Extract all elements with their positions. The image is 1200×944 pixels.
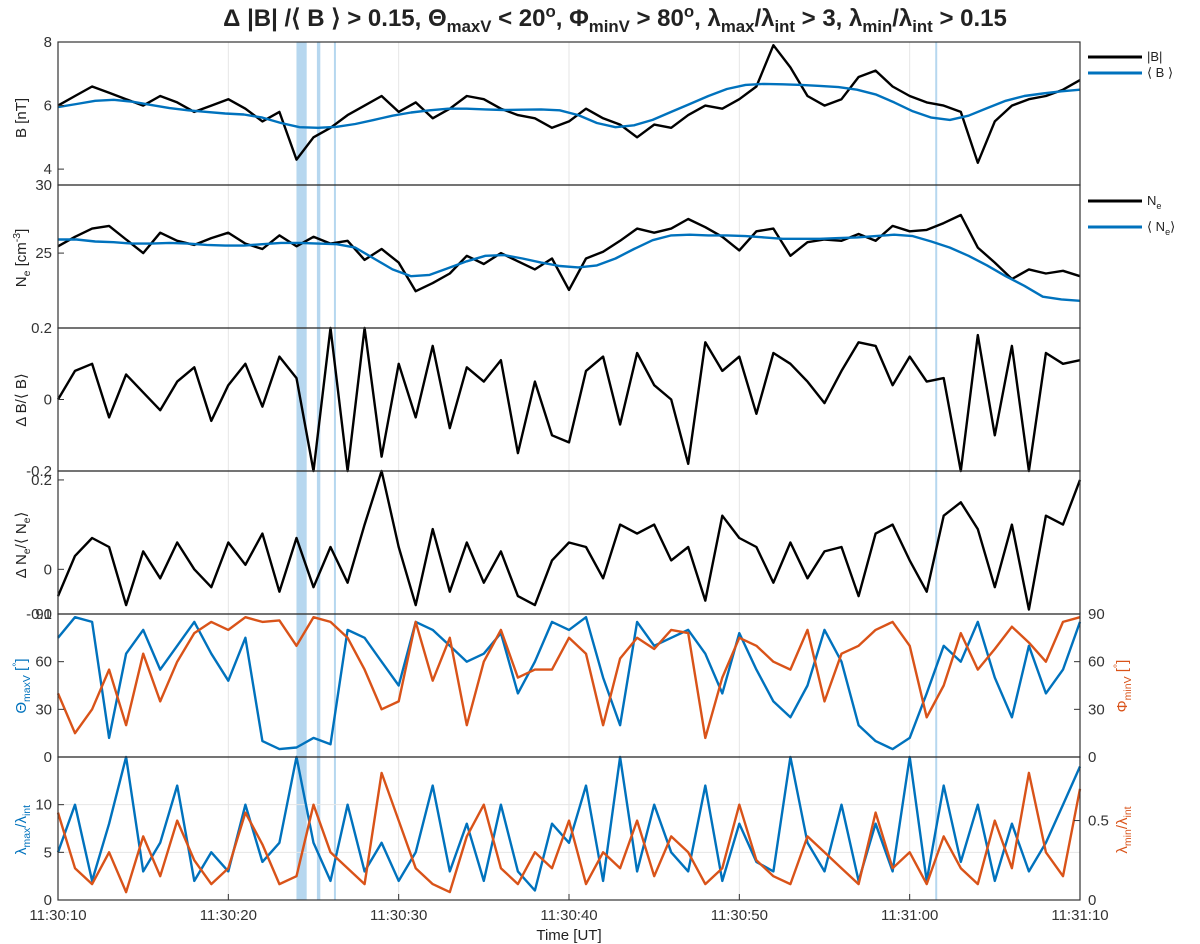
ylabel-ne: Ne [cm-3] xyxy=(11,229,33,288)
ylabel-phi: ΦminV [°] xyxy=(1112,660,1134,713)
y-tick-label: 90 xyxy=(1088,606,1105,623)
y-tick-label: 0 xyxy=(1088,892,1096,909)
y-tick-label: 25 xyxy=(35,245,52,262)
figure-title: Δ |B| /⟨ B ⟩ > 0.15, ΘmaxV < 20o, ΦminV … xyxy=(223,2,1007,36)
legend-label-mean-b: ⟨ B ⟩ xyxy=(1147,65,1173,80)
series-line--minv xyxy=(56,616,1081,740)
y-tick-label: 5 xyxy=(44,844,52,861)
legend-label-mean-ne: ⟨ Ne⟩ xyxy=(1147,219,1175,237)
x-tick-label: 11:31:10 xyxy=(1051,907,1108,924)
series-line--maxv xyxy=(57,616,1082,751)
x-tick-label: 11:30:50 xyxy=(711,907,768,924)
y-tick-label: 0.2 xyxy=(31,472,52,489)
y-tick-label: 8 xyxy=(44,34,52,51)
series-line--b-b- xyxy=(56,326,1081,473)
y-tick-label: 30 xyxy=(1088,701,1105,718)
y-tick-label: 0 xyxy=(1088,749,1096,766)
series-line-n-e xyxy=(57,213,1081,293)
y-tick-label: 0 xyxy=(44,749,52,766)
series-line--n-e- xyxy=(58,233,1081,302)
legend-ne: Ne ⟨ Ne⟩ xyxy=(1088,193,1175,237)
x-tick-label: 11:31:00 xyxy=(881,907,938,924)
y-tick-label: 0 xyxy=(44,392,52,409)
ylabel-b: B [nT] xyxy=(13,98,30,138)
y-tick-label: 4 xyxy=(44,161,52,178)
ylabel-dne: Δ Ne/⟨ Ne⟩ xyxy=(13,512,33,579)
y-tick-label: 0 xyxy=(44,561,52,578)
ylabel-db: Δ B/⟨ B⟩ xyxy=(13,373,30,426)
legend-label-abs-b: |B| xyxy=(1147,49,1162,64)
ylabel-theta: ΘmaxV [°] xyxy=(11,658,33,713)
y-tick-label: 60 xyxy=(1088,654,1105,671)
y-tick-label: -0.1 xyxy=(26,606,52,623)
series-line--b- xyxy=(57,82,1081,130)
legend-label-ne: Ne xyxy=(1147,193,1161,211)
y-tick-label: -0.2 xyxy=(26,463,52,480)
y-tick-label: 30 xyxy=(35,701,52,718)
y-tick-label: 10 xyxy=(35,797,52,814)
series-line--b- xyxy=(57,44,1081,165)
plot-area: 86430250.20-0.20.20-0.103060900306090051… xyxy=(26,34,1109,924)
x-tick-label: 11:30:10 xyxy=(29,907,86,924)
y-tick-label: 6 xyxy=(44,98,52,115)
x-tick-label: 11:30:40 xyxy=(540,907,597,924)
y-tick-label: 30 xyxy=(35,177,52,194)
y-tick-label: 0 xyxy=(44,892,52,909)
ylabel-lammax: λmax/λint xyxy=(13,805,33,855)
xlabel: Time [UT] xyxy=(536,927,601,944)
series-line--ne-ne- xyxy=(56,469,1082,611)
x-tick-label: 11:30:20 xyxy=(200,907,257,924)
legend-b: |B| ⟨ B ⟩ xyxy=(1088,49,1173,80)
ylabel-lammin: λmin/λint xyxy=(1114,806,1134,853)
series-line--min-int xyxy=(56,771,1082,894)
y-tick-label: 0.5 xyxy=(1088,813,1109,830)
y-tick-label: 60 xyxy=(35,654,52,671)
y-tick-label: 90 xyxy=(35,606,52,623)
y-tick-label: 0.2 xyxy=(31,320,52,337)
x-tick-label: 11:30:30 xyxy=(370,907,427,924)
